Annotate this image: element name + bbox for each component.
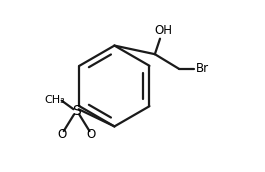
Text: S: S [72, 104, 81, 118]
Text: O: O [87, 128, 96, 141]
Text: O: O [57, 128, 67, 141]
Text: CH₃: CH₃ [44, 95, 65, 105]
Text: OH: OH [154, 24, 173, 37]
Text: Br: Br [196, 62, 209, 75]
